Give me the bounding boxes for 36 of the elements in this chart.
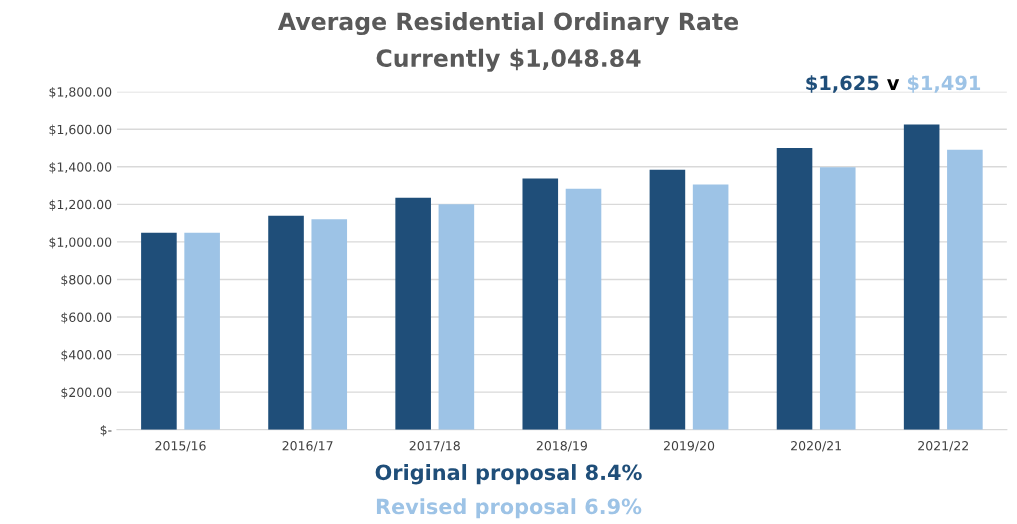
y-tick-label: $1,600.00 <box>49 124 112 136</box>
bar <box>184 232 220 430</box>
bar <box>947 149 983 430</box>
series-label: Original proposal 8.4% <box>375 464 642 485</box>
y-tick-label: $1,200.00 <box>49 199 112 211</box>
chart-title: Average Residential Ordinary Rate <box>277 12 739 36</box>
bar <box>649 169 686 430</box>
x-tick-label: 2021/22 <box>918 441 968 452</box>
x-tick-label: 2018/19 <box>536 441 587 452</box>
y-tick-label: $400.00 <box>61 349 112 362</box>
y-tick-label: $200.00 <box>61 387 112 399</box>
bar <box>522 178 559 430</box>
bar <box>819 167 856 430</box>
y-tick-label: $800.00 <box>61 274 112 287</box>
x-tick-label: 2016/17 <box>282 441 333 452</box>
x-tick-label: 2017/18 <box>409 441 460 452</box>
y-tick-label: $1,400.00 <box>49 162 112 174</box>
bar <box>903 124 940 430</box>
bar <box>776 148 813 430</box>
bar <box>692 184 729 430</box>
y-tick-label: $1,800.00 <box>49 86 112 99</box>
bar <box>395 197 431 430</box>
bar <box>311 219 348 430</box>
y-tick-label: $1,000.00 <box>49 237 112 249</box>
x-tick-label: 2015/16 <box>155 441 206 452</box>
y-tick-label: $600.00 <box>61 312 112 324</box>
bar <box>565 188 602 430</box>
y-tick-label: $- <box>100 424 112 437</box>
bar <box>268 215 304 430</box>
bar <box>141 232 177 430</box>
annotation: $1,625 v $1,491 <box>806 75 981 93</box>
text: Revised proposal 6.9% <box>376 498 642 519</box>
bar <box>438 204 475 430</box>
chart-subtitle: Currently $1,048.84 <box>376 48 641 72</box>
x-tick-label: 2020/21 <box>791 441 841 452</box>
x-tick-label: 2019/20 <box>663 441 715 452</box>
